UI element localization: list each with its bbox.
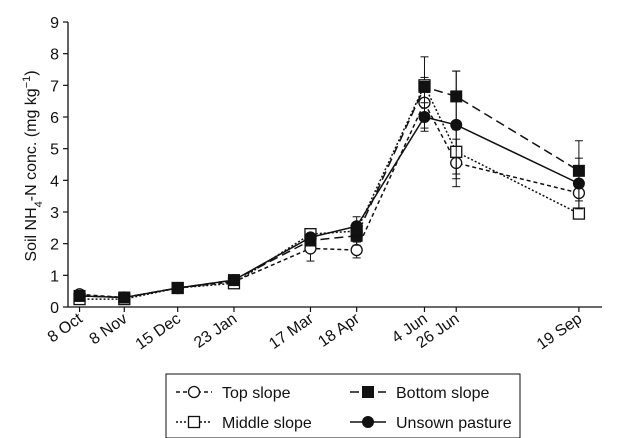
y-axis-title-part-3: ) — [23, 70, 40, 75]
series-2 — [73, 56, 586, 306]
legend-label: Middle slope — [222, 415, 312, 432]
legend-swatch-marker — [362, 416, 374, 428]
data-point — [572, 177, 585, 190]
legend-item-4: Unsown pasture — [350, 415, 512, 432]
x-tick-label: 8 Nov — [87, 310, 131, 348]
legend-label: Bottom slope — [396, 385, 489, 402]
y-axis-title-part-2: -N conc. (mg kg — [23, 88, 40, 201]
data-point — [418, 80, 431, 93]
data-point — [73, 289, 86, 302]
series-line — [79, 83, 580, 300]
x-tick-label: 19 Sep — [534, 310, 585, 353]
data-point — [171, 282, 184, 294]
data-point — [118, 291, 131, 304]
y-tick-label: 0 — [50, 300, 59, 317]
legend-swatch-marker — [362, 386, 374, 398]
data-point — [572, 207, 586, 220]
x-tick-label: 17 Mar — [266, 310, 317, 353]
legend-swatch-marker — [187, 415, 201, 429]
y-tick-label: 7 — [50, 78, 59, 95]
y-axis-title-superscript: −1 — [21, 76, 33, 89]
series-line — [79, 86, 580, 299]
x-tick-label: 18 Apr — [315, 310, 363, 351]
legend-label: Top slope — [222, 385, 291, 402]
y-tick-label: 8 — [50, 47, 59, 64]
series-line — [79, 116, 580, 299]
data-point — [304, 231, 317, 244]
x-tick-label: 23 Jan — [191, 310, 240, 351]
legend-box — [165, 373, 521, 438]
data-point — [418, 111, 431, 123]
legend-label: Unsown pasture — [396, 415, 512, 432]
series-3 — [73, 70, 585, 304]
y-tick-label: 9 — [50, 15, 59, 32]
y-tick-label: 3 — [50, 205, 59, 222]
y-tick-label: 6 — [50, 110, 59, 127]
series-4 — [73, 70, 585, 304]
y-tick-label: 2 — [50, 237, 59, 254]
legend-item-2: Middle slope — [176, 415, 312, 432]
y-axis-title-part-1: Soil NH — [23, 207, 40, 261]
series-line — [79, 101, 580, 299]
svg-text:Soil NH4-N conc. (mg kg−1): Soil NH4-N conc. (mg kg−1) — [21, 70, 45, 261]
legend-item-1: Top slope — [176, 385, 291, 402]
legend-item-3: Bottom slope — [350, 385, 489, 402]
y-axis-title: Soil NH4-N conc. (mg kg−1) — [21, 70, 45, 261]
y-tick-label: 1 — [50, 268, 59, 285]
x-tick-label: 15 Dec — [133, 310, 184, 353]
legend: Top slope Bottom slope Middle slope Unsown … — [165, 373, 521, 438]
data-point — [450, 118, 463, 131]
data-point — [350, 220, 363, 233]
series-layer — [73, 56, 586, 306]
series-1 — [73, 76, 586, 304]
legend-swatch-marker — [187, 385, 201, 399]
data-point — [350, 243, 363, 257]
y-axis-title-subscript: 4 — [33, 201, 45, 207]
y-tick-label: 5 — [50, 142, 59, 159]
y-tick-label: 4 — [50, 173, 59, 190]
data-point — [227, 274, 240, 287]
